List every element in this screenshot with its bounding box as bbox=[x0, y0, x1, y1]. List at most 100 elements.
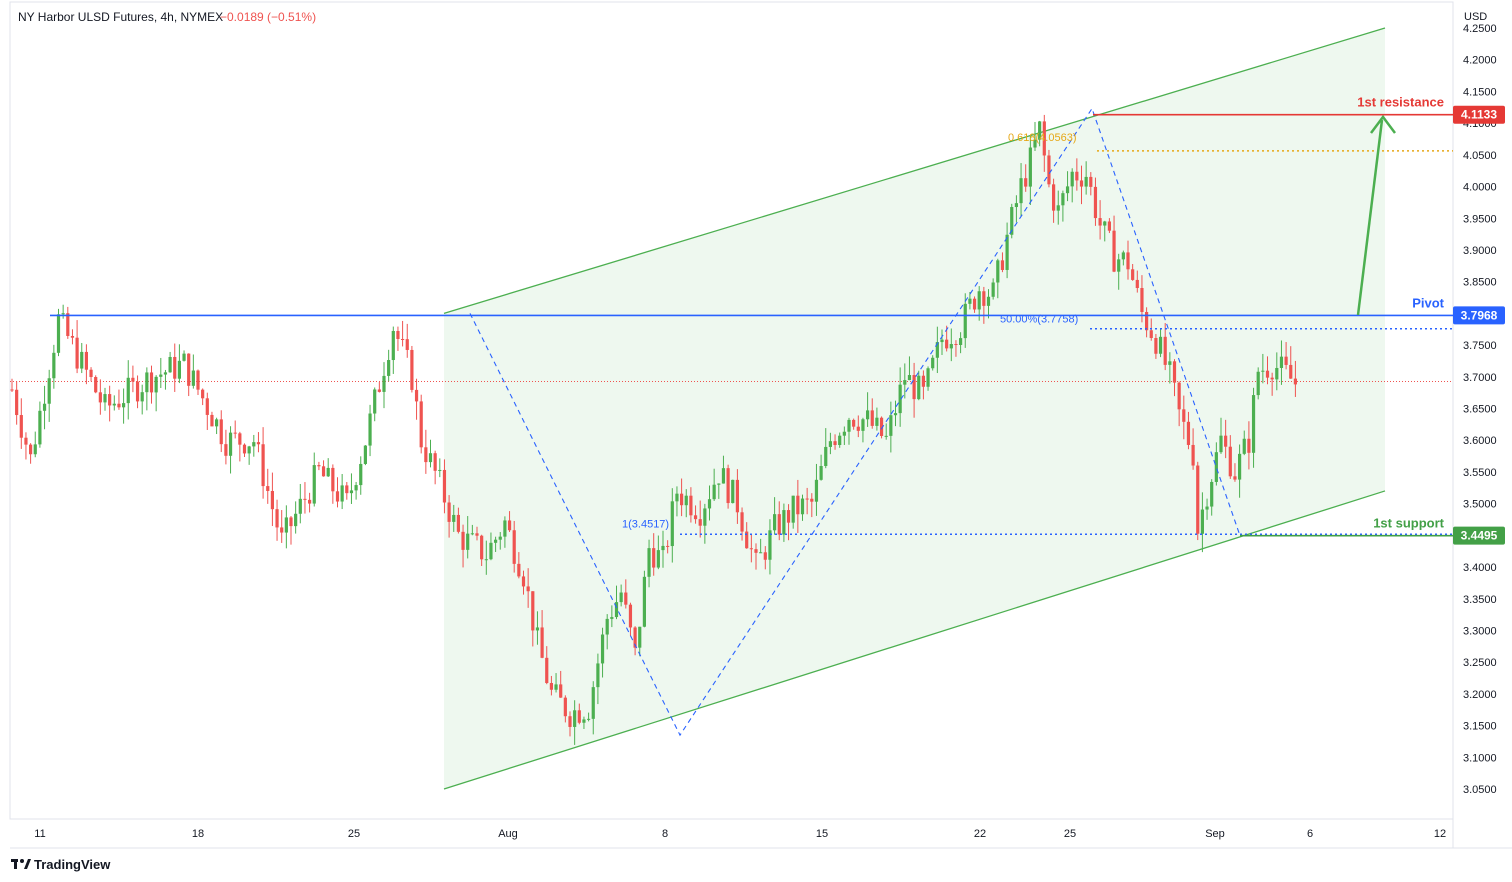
candle-body[interactable] bbox=[270, 490, 274, 510]
candle-body[interactable] bbox=[321, 466, 326, 477]
candle-body[interactable] bbox=[317, 465, 321, 467]
candle-body[interactable] bbox=[414, 389, 419, 402]
candle-body[interactable] bbox=[972, 298, 977, 310]
candle-body[interactable] bbox=[219, 419, 223, 445]
candle-body[interactable] bbox=[833, 441, 837, 446]
candle-body[interactable] bbox=[828, 441, 832, 447]
candle-body[interactable] bbox=[112, 403, 116, 406]
candle-body[interactable] bbox=[326, 467, 330, 477]
candle-body[interactable] bbox=[140, 392, 144, 402]
candle-body[interactable] bbox=[205, 398, 209, 415]
candle-body[interactable] bbox=[1242, 438, 1246, 454]
candle-body[interactable] bbox=[484, 559, 488, 561]
candle-body[interactable] bbox=[61, 313, 65, 315]
candle-body[interactable] bbox=[545, 657, 549, 683]
candle-body[interactable] bbox=[1154, 338, 1158, 354]
candle-body[interactable] bbox=[1019, 178, 1023, 204]
candle-body[interactable] bbox=[470, 533, 474, 535]
candle-body[interactable] bbox=[847, 419, 851, 432]
candle-body[interactable] bbox=[1214, 452, 1218, 482]
candle-body[interactable] bbox=[84, 351, 88, 370]
candle-body[interactable] bbox=[456, 514, 460, 532]
candle-body[interactable] bbox=[215, 419, 219, 427]
candle-body[interactable] bbox=[89, 369, 93, 378]
candle-body[interactable] bbox=[377, 389, 381, 392]
candle-body[interactable] bbox=[735, 479, 739, 513]
candle-body[interactable] bbox=[656, 550, 660, 568]
candle-body[interactable] bbox=[494, 539, 498, 543]
candle-body[interactable] bbox=[1107, 221, 1111, 231]
candle-body[interactable] bbox=[1145, 311, 1149, 331]
candle-body[interactable] bbox=[1247, 438, 1251, 453]
tradingview-logo[interactable]: TradingView bbox=[11, 857, 111, 872]
candle-body[interactable] bbox=[163, 372, 168, 375]
candle-body[interactable] bbox=[294, 513, 298, 527]
candle-body[interactable] bbox=[1289, 364, 1293, 379]
candle-body[interactable] bbox=[749, 548, 753, 550]
candle-body[interactable] bbox=[1251, 395, 1256, 453]
candle-body[interactable] bbox=[1093, 186, 1098, 219]
candle-body[interactable] bbox=[959, 338, 963, 345]
candle-body[interactable] bbox=[19, 415, 23, 438]
candle-body[interactable] bbox=[401, 338, 405, 340]
candle-body[interactable] bbox=[996, 260, 1000, 283]
candle-body[interactable] bbox=[52, 352, 56, 379]
candle-body[interactable] bbox=[689, 495, 693, 516]
candle-body[interactable] bbox=[387, 360, 391, 376]
candle-body[interactable] bbox=[126, 377, 130, 404]
candle-body[interactable] bbox=[521, 576, 526, 587]
candle-body[interactable] bbox=[1075, 171, 1079, 181]
candle-body[interactable] bbox=[1172, 361, 1177, 383]
candle-body[interactable] bbox=[814, 479, 819, 502]
candle-body[interactable] bbox=[108, 394, 112, 406]
candle-body[interactable] bbox=[433, 453, 437, 471]
candle-body[interactable] bbox=[875, 417, 879, 426]
candle-body[interactable] bbox=[1228, 446, 1232, 477]
candle-body[interactable] bbox=[698, 519, 702, 526]
candle-body[interactable] bbox=[10, 389, 14, 391]
candle-body[interactable] bbox=[15, 389, 19, 416]
candle-body[interactable] bbox=[977, 291, 981, 310]
candle-body[interactable] bbox=[1200, 509, 1204, 534]
candle-body[interactable] bbox=[684, 495, 688, 506]
candle-body[interactable] bbox=[149, 372, 154, 393]
candle-body[interactable] bbox=[1279, 356, 1284, 368]
candle-body[interactable] bbox=[349, 490, 354, 494]
candle-body[interactable] bbox=[554, 684, 558, 690]
candle-body[interactable] bbox=[661, 545, 665, 551]
candle-body[interactable] bbox=[103, 394, 107, 403]
candle-body[interactable] bbox=[1284, 356, 1288, 365]
candle-body[interactable] bbox=[503, 520, 507, 537]
candle-body[interactable] bbox=[359, 463, 363, 486]
candle-body[interactable] bbox=[191, 370, 195, 386]
candle-body[interactable] bbox=[98, 392, 102, 403]
candle-body[interactable] bbox=[117, 403, 121, 408]
candle-body[interactable] bbox=[866, 410, 870, 420]
candle-body[interactable] bbox=[1270, 377, 1274, 380]
candle-body[interactable] bbox=[354, 485, 358, 491]
candle-body[interactable] bbox=[810, 498, 814, 502]
candle-body[interactable] bbox=[935, 342, 939, 358]
candle-body[interactable] bbox=[1010, 207, 1014, 235]
candle-body[interactable] bbox=[182, 353, 186, 361]
candle-body[interactable] bbox=[782, 510, 786, 535]
candle-body[interactable] bbox=[173, 356, 177, 379]
candle-body[interactable] bbox=[1098, 218, 1102, 226]
candle-body[interactable] bbox=[1061, 193, 1065, 206]
candle-body[interactable] bbox=[954, 344, 958, 346]
candle-body[interactable] bbox=[238, 433, 242, 445]
candle-body[interactable] bbox=[587, 718, 591, 720]
candle-body[interactable] bbox=[824, 446, 828, 466]
candle-body[interactable] bbox=[1233, 476, 1237, 480]
candle-body[interactable] bbox=[768, 530, 772, 560]
candle-body[interactable] bbox=[531, 591, 535, 631]
candle-body[interactable] bbox=[707, 499, 712, 509]
candle-body[interactable] bbox=[335, 491, 340, 502]
candle-body[interactable] bbox=[1070, 171, 1074, 187]
candle-body[interactable] bbox=[177, 360, 181, 379]
candle-body[interactable] bbox=[1275, 367, 1279, 380]
candle-body[interactable] bbox=[38, 410, 42, 445]
candle-body[interactable] bbox=[624, 592, 628, 605]
candle-body[interactable] bbox=[33, 444, 37, 455]
candle-body[interactable] bbox=[526, 586, 530, 592]
